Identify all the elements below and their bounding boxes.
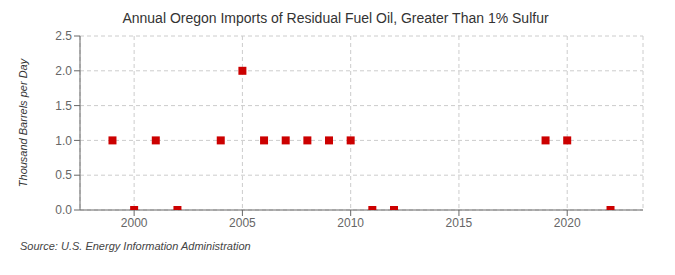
svg-text:0.0: 0.0 — [55, 203, 72, 217]
svg-text:2020: 2020 — [554, 216, 581, 230]
svg-text:2.5: 2.5 — [55, 29, 72, 43]
svg-text:2010: 2010 — [337, 216, 364, 230]
svg-text:2000: 2000 — [121, 216, 148, 230]
svg-text:1.0: 1.0 — [55, 134, 72, 148]
svg-text:Thousand Barrels per Day: Thousand Barrels per Day — [17, 57, 29, 187]
svg-text:1.5: 1.5 — [55, 99, 72, 113]
html-text:Annual Oregon Imports of Resid: Annual Oregon Imports of Residual Fuel O… — [122, 10, 549, 26]
html-text:Source: U.S. Energy Informatio: Source: U.S. Energy Information Administ… — [20, 240, 251, 252]
svg-text:2.0: 2.0 — [55, 64, 72, 78]
svg-text:0.5: 0.5 — [55, 168, 72, 182]
svg-text:2005: 2005 — [229, 216, 256, 230]
svg-text:2015: 2015 — [446, 216, 473, 230]
